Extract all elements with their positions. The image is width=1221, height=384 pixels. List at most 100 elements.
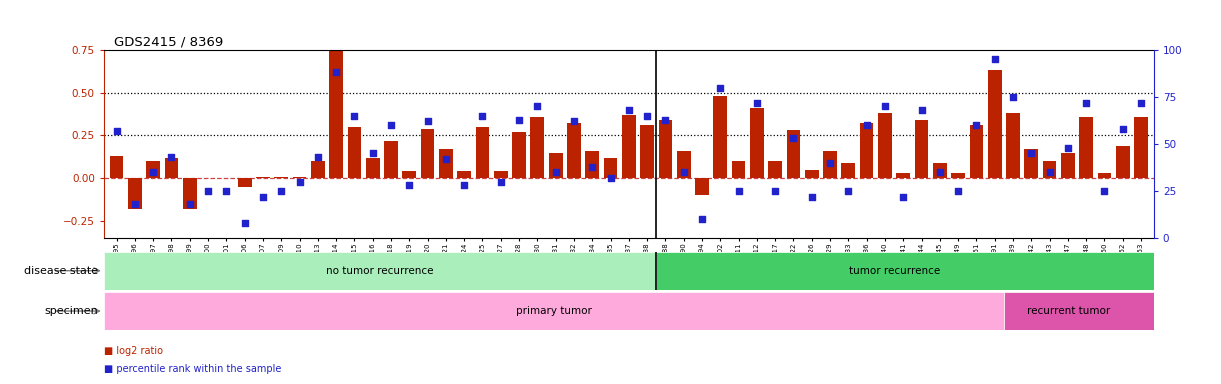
Point [857,122,877,128]
Bar [988,70,1001,178]
Point [912,107,932,113]
Point [161,154,181,160]
Point [637,113,657,119]
Bar [951,173,965,178]
Point [271,188,291,194]
Bar [495,171,508,178]
Bar [786,130,800,178]
Bar [1079,117,1093,178]
Bar [366,158,380,178]
Bar [1024,149,1038,178]
Bar [256,177,270,178]
Bar [695,178,709,195]
Bar [656,252,1154,290]
Bar [768,161,781,178]
Bar [110,156,123,178]
Point [875,103,895,109]
Bar [1061,152,1074,178]
Point [216,188,236,194]
Point [674,169,694,175]
Point [418,118,437,124]
Text: no tumor recurrence: no tumor recurrence [326,266,433,276]
Bar [183,178,197,209]
Bar [403,171,416,178]
Point [1114,126,1133,132]
Bar [1134,117,1148,178]
Bar [1098,173,1111,178]
Bar [311,161,325,178]
Point [1077,99,1096,106]
Point [784,135,803,141]
Bar [823,151,836,178]
Bar [841,163,855,178]
Bar [567,124,581,178]
Text: primary tumor: primary tumor [516,306,592,316]
Text: specimen: specimen [44,306,98,316]
Text: recurrent tumor: recurrent tumor [1027,306,1110,316]
Bar [458,171,471,178]
Bar [805,170,818,178]
Point [802,194,822,200]
Point [619,107,639,113]
Point [949,188,968,194]
Bar [275,177,288,178]
Point [711,84,730,91]
Point [344,113,364,119]
Bar [1004,292,1154,330]
Point [454,182,474,189]
Point [601,175,620,181]
Point [821,160,840,166]
Bar [658,120,673,178]
Point [399,182,419,189]
Point [582,164,602,170]
Point [564,118,584,124]
Bar [385,141,398,178]
Bar [750,108,763,178]
Bar [1116,146,1129,178]
Bar [676,151,691,178]
Bar [603,158,618,178]
Bar [104,292,1004,330]
Bar [147,161,160,178]
Point [143,169,162,175]
Bar [330,46,343,178]
Bar [104,252,656,290]
Point [839,188,858,194]
Bar [165,158,178,178]
Point [546,169,565,175]
Bar [293,177,306,178]
Point [930,169,950,175]
Point [1040,169,1060,175]
Point [106,128,126,134]
Bar [238,178,252,187]
Point [308,154,327,160]
Bar [1043,161,1056,178]
Point [125,201,144,207]
Text: ■ percentile rank within the sample: ■ percentile rank within the sample [104,364,281,374]
Bar [585,151,600,178]
Bar [548,152,563,178]
Bar [128,178,142,209]
Bar [621,115,636,178]
Point [509,116,529,122]
Bar [969,125,983,178]
Text: tumor recurrence: tumor recurrence [850,266,940,276]
Point [491,179,510,185]
Point [766,188,785,194]
Bar [896,173,910,178]
Point [527,103,547,109]
Point [1059,145,1078,151]
Point [1132,99,1151,106]
Text: disease state: disease state [23,266,98,276]
Bar [1006,113,1020,178]
Bar [440,149,453,178]
Point [656,116,675,122]
Point [234,220,254,226]
Bar [476,127,490,178]
Point [985,56,1005,63]
Bar [933,163,946,178]
Bar [860,124,873,178]
Bar [878,113,891,178]
Point [436,156,455,162]
Point [326,70,346,76]
